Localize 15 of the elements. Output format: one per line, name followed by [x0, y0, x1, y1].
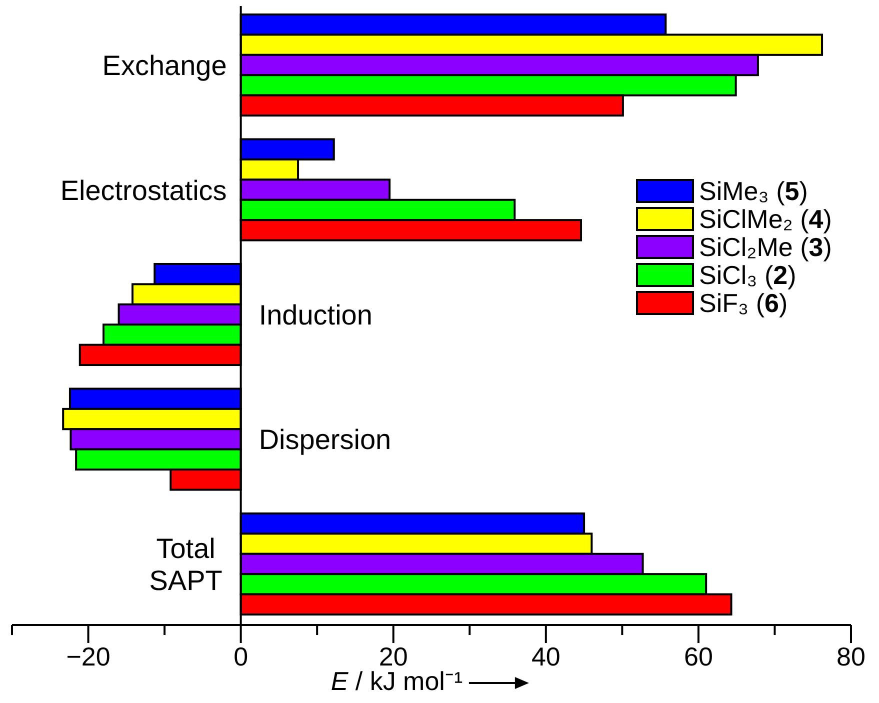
x-tick-label: 0	[234, 642, 248, 672]
legend-label: SiCl₃ (2)	[699, 260, 796, 290]
x-tick-label: −20	[66, 642, 110, 672]
legend-label: SiF₃ (6)	[699, 288, 788, 318]
y-tick-label: Total SAPT	[149, 532, 222, 596]
y-tick-label: Exchange	[102, 50, 227, 82]
legend-label: SiCl₂Me (3)	[699, 232, 832, 262]
x-tick-label: 60	[684, 642, 713, 672]
y-tick-label: Electrostatics	[60, 174, 227, 206]
y-tick-label: Induction	[258, 300, 372, 330]
x-tick-label: 40	[531, 642, 560, 672]
legend-label: SiMe₃ (5)	[699, 176, 808, 206]
legend-label: SiClMe₂ (4)	[699, 204, 832, 234]
y-tick-label: Dispersion	[258, 424, 392, 456]
x-tick-label: 80	[836, 642, 866, 672]
